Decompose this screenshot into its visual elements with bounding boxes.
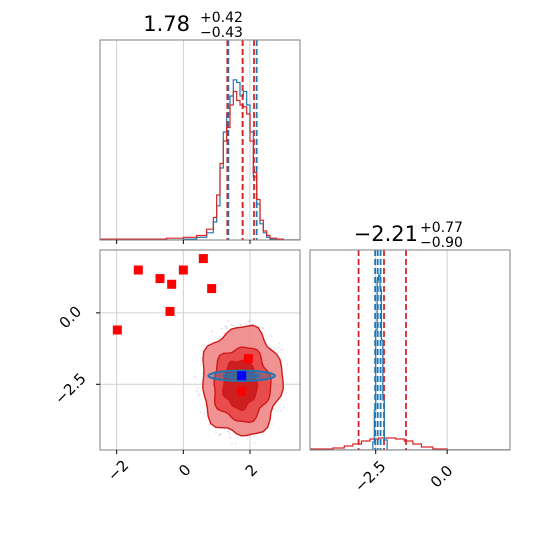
sample-dot [223, 332, 226, 335]
sample-dot [279, 409, 282, 412]
grid-marginal-param-1 [116, 40, 251, 240]
frame-joint [99, 249, 301, 451]
title-minus-param-1: −0.43 [200, 25, 243, 41]
sample-dot [286, 363, 289, 365]
sample-dot [199, 363, 202, 366]
sample-dot [220, 433, 222, 435]
red-point-4 [178, 265, 188, 275]
panel-marginal-param-1: 1.78 +0.42 −0.43 [99, 10, 301, 244]
sample-dot [208, 427, 211, 430]
sample-dot [200, 350, 202, 352]
histogram-series-0 [100, 79, 300, 240]
tick-label-x-0: −2.5 [351, 457, 389, 495]
sample-dot [197, 387, 200, 389]
red-point-9 [237, 386, 247, 396]
sample-dot [218, 434, 221, 437]
tick-label-x-1: 0.0 [427, 462, 457, 492]
sample-dot [240, 324, 242, 326]
red-point-3 [167, 279, 177, 289]
red-point-7 [207, 284, 217, 294]
sample-dot [254, 442, 256, 444]
panel-joint-param-1-param-2: −2 0 2 0.0 −2.5 [51, 249, 301, 485]
plot-area-joint [112, 254, 289, 445]
sample-dot [244, 323, 247, 326]
sample-dot [225, 327, 228, 330]
sample-dot [271, 423, 273, 425]
sample-dot [199, 411, 202, 414]
sample-dot [203, 412, 206, 415]
frame-marginal-param-1 [99, 39, 301, 241]
title-minus-param-2: −0.90 [420, 235, 463, 251]
sample-dot [196, 390, 198, 392]
tick-label-x-2: 2 [242, 461, 261, 480]
sample-dot [283, 405, 285, 408]
red-point-1 [133, 265, 143, 275]
tick-label-x-0: −2 [104, 456, 132, 484]
panel-marginal-param-2: −2.5 0.0 −2.21 +0.77 −0.90 [309, 220, 511, 496]
histogram-series-1 [310, 274, 510, 450]
ticks-marginal-param-1 [116, 240, 251, 244]
sample-dot [278, 342, 281, 345]
sample-dot [226, 326, 228, 328]
sample-dot [194, 375, 196, 378]
sample-dot [198, 394, 200, 397]
title-median-param-1: 1.78 [143, 12, 190, 36]
sample-dot [227, 320, 230, 323]
sample-dot [199, 357, 202, 359]
sample-dot [211, 330, 214, 333]
sample-dot [203, 343, 206, 346]
title-median-param-2: −2.21 [354, 222, 418, 246]
sample-dot [278, 346, 280, 349]
red-point-0 [112, 325, 122, 335]
sample-dot [221, 327, 223, 330]
tick-label-y-0: 0.0 [56, 303, 86, 333]
plot-area-marginal-param-2 [310, 250, 510, 450]
sample-dot [208, 423, 211, 426]
sample-dot [227, 430, 230, 433]
sample-dot [234, 442, 237, 445]
sample-dot [270, 335, 273, 337]
sample-dot [201, 372, 204, 375]
sample-dot [230, 324, 233, 326]
sample-dot [228, 432, 231, 434]
title-plus-param-1: +0.42 [200, 10, 243, 26]
title-plus-param-2: +0.77 [420, 220, 463, 236]
red-point-5 [165, 306, 175, 316]
frame-marginal-param-2 [309, 249, 511, 451]
red-point-6 [198, 254, 208, 264]
sample-dot [275, 410, 278, 412]
tick-label-y-1: −2.5 [51, 370, 89, 408]
tick-label-x-1: 0 [175, 461, 194, 480]
grid-marginal-param-2 [375, 250, 448, 450]
red-point-2 [155, 274, 165, 284]
plot-area-marginal-param-1 [100, 40, 300, 240]
sample-dot [248, 320, 250, 322]
sample-dot [262, 327, 264, 329]
sample-dot [229, 436, 232, 439]
sample-dot [231, 443, 233, 445]
red-point-8 [243, 354, 253, 364]
sample-dot [232, 324, 234, 327]
blue-point [237, 371, 247, 381]
histogram-series-0 [310, 437, 510, 450]
histogram-series-1 [100, 90, 300, 240]
sample-dot [280, 348, 283, 351]
sample-dot [215, 431, 217, 434]
sample-dot [224, 325, 227, 327]
ticks-marginal-param-2: −2.5 0.0 [351, 450, 456, 496]
sample-dot [253, 435, 255, 438]
